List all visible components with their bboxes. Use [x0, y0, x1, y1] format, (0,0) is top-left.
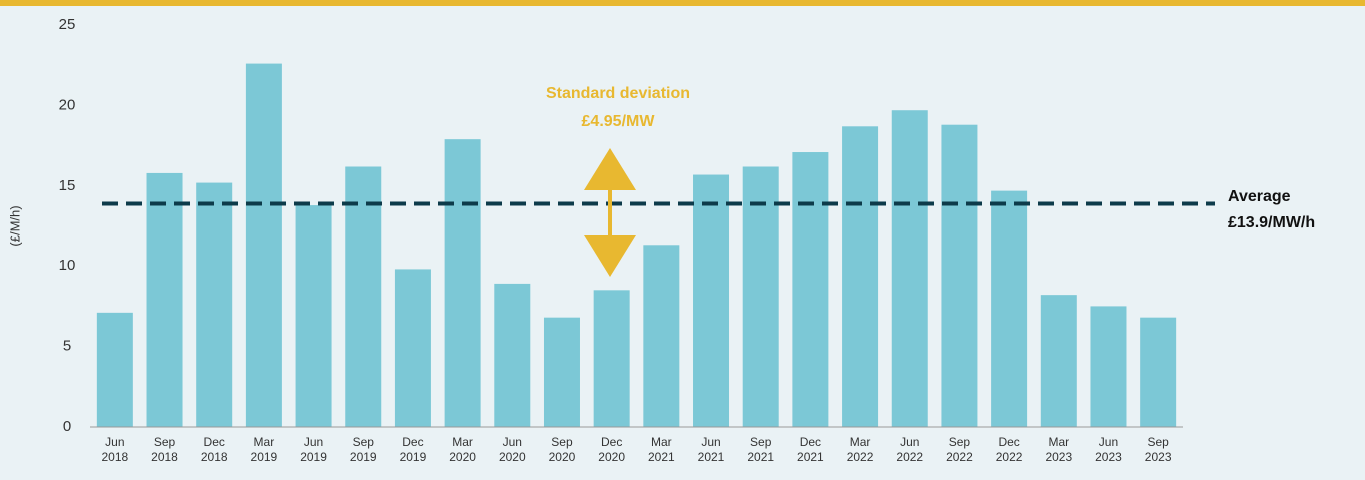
- x-tick-label: Jun: [701, 435, 720, 449]
- x-tick-label: Sep: [353, 435, 375, 449]
- x-tick-label: 2020: [499, 450, 526, 464]
- y-tick-label: 15: [59, 177, 76, 194]
- bar: [444, 139, 481, 427]
- x-tick-label: 2023: [1145, 450, 1172, 464]
- x-tick-label: 2020: [549, 450, 576, 464]
- x-tick-label: 2019: [251, 450, 278, 464]
- y-axis-label: (£/M/h): [7, 205, 22, 246]
- y-tick-label: 5: [63, 338, 71, 355]
- bar: [742, 166, 779, 427]
- x-tick-label: 2022: [946, 450, 973, 464]
- x-tick-label: Jun: [304, 435, 323, 449]
- x-tick-label: Jun: [503, 435, 522, 449]
- x-tick-label: Dec: [800, 435, 821, 449]
- x-tick-label: Sep: [750, 435, 772, 449]
- x-tick-label: 2018: [101, 450, 128, 464]
- x-tick-label: 2023: [1045, 450, 1072, 464]
- x-tick-label: 2022: [996, 450, 1023, 464]
- x-tick-label: Sep: [949, 435, 971, 449]
- top-bar: [0, 0, 1365, 6]
- bar: [643, 245, 680, 427]
- x-tick-label: Sep: [1147, 435, 1169, 449]
- bar: [295, 205, 332, 427]
- bar: [792, 152, 829, 428]
- x-tick-label: 2021: [797, 450, 824, 464]
- x-tick-label: Mar: [254, 435, 275, 449]
- arrow-shaft: [608, 189, 612, 236]
- x-tick-label: Dec: [204, 435, 225, 449]
- average-label: £13.9/MW/h: [1228, 214, 1315, 231]
- x-tick-label: Mar: [452, 435, 473, 449]
- bar: [96, 312, 133, 427]
- x-tick-label: 2020: [598, 450, 625, 464]
- arrow-head: [584, 235, 636, 277]
- bar: [991, 190, 1028, 427]
- x-tick-label: Mar: [850, 435, 871, 449]
- x-tick-label: Sep: [551, 435, 573, 449]
- x-tick-label: Jun: [105, 435, 124, 449]
- bar: [693, 174, 730, 427]
- bar: [891, 110, 928, 427]
- x-tick-label: Mar: [1048, 435, 1069, 449]
- arrow-head: [584, 148, 636, 190]
- y-tick-label: 0: [63, 418, 71, 435]
- x-tick-label: 2018: [201, 450, 228, 464]
- x-tick-label: Sep: [154, 435, 176, 449]
- bar: [1090, 306, 1127, 427]
- x-tick-label: 2022: [847, 450, 874, 464]
- x-tick-label: 2021: [648, 450, 675, 464]
- average-label: Average: [1228, 188, 1291, 205]
- annotation: £4.95/MW: [582, 113, 656, 130]
- bar: [842, 126, 879, 427]
- bar: [146, 172, 183, 427]
- annotation: Standard deviation: [546, 85, 690, 102]
- x-tick-label: 2021: [698, 450, 725, 464]
- bar: [196, 182, 233, 427]
- x-tick-label: 2018: [151, 450, 178, 464]
- x-tick-label: 2019: [400, 450, 427, 464]
- x-tick-label: Dec: [998, 435, 1019, 449]
- bar: [941, 124, 978, 428]
- x-tick-label: 2019: [300, 450, 327, 464]
- bar: [494, 283, 531, 427]
- y-tick-label: 25: [59, 16, 76, 33]
- x-tick-label: 2020: [449, 450, 476, 464]
- bar: [345, 166, 382, 427]
- bar: [394, 269, 431, 427]
- x-tick-label: 2019: [350, 450, 377, 464]
- y-tick-label: 10: [59, 257, 76, 274]
- x-tick-label: 2022: [896, 450, 923, 464]
- x-tick-label: Dec: [402, 435, 423, 449]
- x-tick-label: Jun: [1099, 435, 1118, 449]
- bar: [543, 317, 580, 427]
- x-tick-label: 2021: [747, 450, 774, 464]
- bar: [1040, 295, 1077, 427]
- bar: [245, 63, 282, 427]
- bar: [593, 290, 630, 427]
- x-tick-label: 2023: [1095, 450, 1122, 464]
- x-tick-label: Jun: [900, 435, 919, 449]
- x-tick-label: Dec: [601, 435, 622, 449]
- bar: [1140, 317, 1177, 427]
- y-tick-label: 20: [59, 96, 76, 113]
- x-tick-label: Mar: [651, 435, 672, 449]
